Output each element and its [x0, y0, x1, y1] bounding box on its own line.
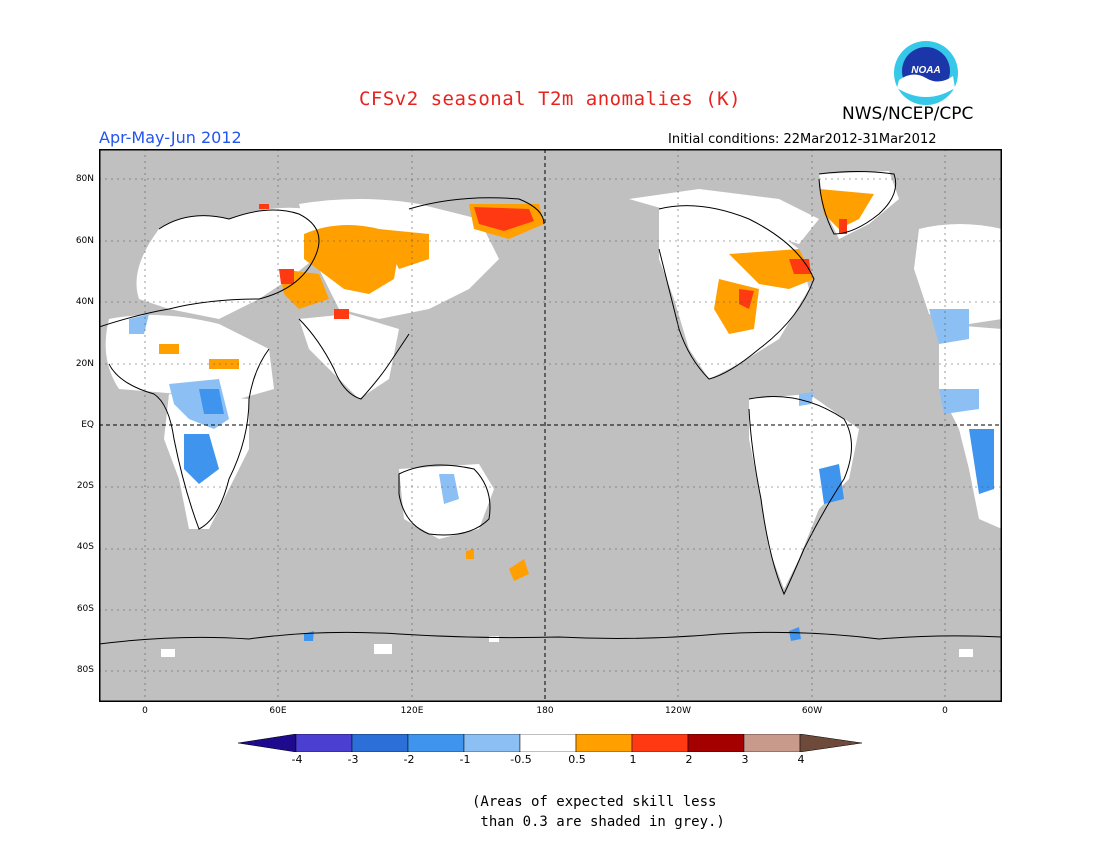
anomaly-map	[99, 149, 1002, 702]
colorbar-cell	[295, 734, 353, 752]
lat-label-20n: 20N	[75, 359, 94, 369]
colorbar-cell	[743, 734, 801, 752]
colorbar-cell	[463, 734, 521, 752]
skill-note: (Areas of expected skill less than 0.3 a…	[472, 792, 725, 832]
noaa-logo-text: NOAA	[911, 65, 940, 76]
colorbar-label: 1	[629, 753, 637, 766]
strong-warm-regions	[259, 204, 847, 319]
map-title: CFSv2 seasonal T2m anomalies (K)	[358, 88, 742, 110]
lat-label-20s: 20S	[76, 481, 94, 491]
cool-anomaly-regions	[129, 309, 994, 641]
colorbar-cell	[407, 734, 465, 752]
skill-note-line1: (Areas of expected skill less	[472, 794, 717, 810]
lat-label-80s: 80S	[76, 665, 94, 675]
colorbar-cell	[519, 734, 577, 752]
colorbar-label: -4	[291, 753, 303, 766]
antarctica-patches	[161, 636, 973, 657]
colorbar-cell	[351, 734, 409, 752]
forecast-period: Apr-May-Jun 2012	[99, 128, 242, 147]
lon-label-60e: 60E	[269, 706, 287, 716]
lat-label-40s: 40S	[76, 542, 94, 552]
colorbar-cell	[687, 734, 745, 752]
colorbar-label: 2	[685, 753, 693, 766]
colorbar-label: 0.5	[568, 753, 586, 766]
coastlines	[99, 171, 1002, 645]
lat-label-80n: 80N	[75, 174, 94, 184]
lat-label-60n: 60N	[75, 236, 94, 246]
colorbar	[238, 734, 862, 752]
colorbar-label: 4	[797, 753, 805, 766]
colorbar-arrow-right	[799, 734, 862, 752]
colorbar-label: -0.5	[510, 753, 532, 766]
lon-label-120w: 120W	[664, 706, 692, 716]
colorbar-label: 3	[741, 753, 749, 766]
colorbar-cell	[631, 734, 689, 752]
colorbar-label: -3	[347, 753, 359, 766]
lon-label-0-left: 0	[142, 706, 148, 716]
equator-dateline	[99, 149, 1002, 702]
lat-label-eq: EQ	[81, 420, 94, 430]
lat-label-40n: 40N	[75, 297, 94, 307]
lon-label-180: 180	[536, 706, 554, 716]
agency-label: NWS/NCEP/CPC	[842, 104, 974, 124]
colorbar-cell	[575, 734, 633, 752]
colorbar-label: -2	[403, 753, 415, 766]
lon-label-60w: 60W	[801, 706, 823, 716]
colorbar-label: -1	[459, 753, 471, 766]
noaa-logo: NOAA	[894, 41, 958, 105]
skill-note-line2: than 0.3 are shaded in grey.)	[472, 814, 725, 830]
lon-label-120e: 120E	[400, 706, 424, 716]
lon-label-0-right: 0	[942, 706, 948, 716]
lat-label-60s: 60S	[76, 604, 94, 614]
colorbar-arrow-left	[238, 734, 297, 752]
initial-conditions: Initial conditions: 22Mar2012-31Mar2012	[668, 132, 937, 147]
map-frame	[99, 149, 1002, 702]
